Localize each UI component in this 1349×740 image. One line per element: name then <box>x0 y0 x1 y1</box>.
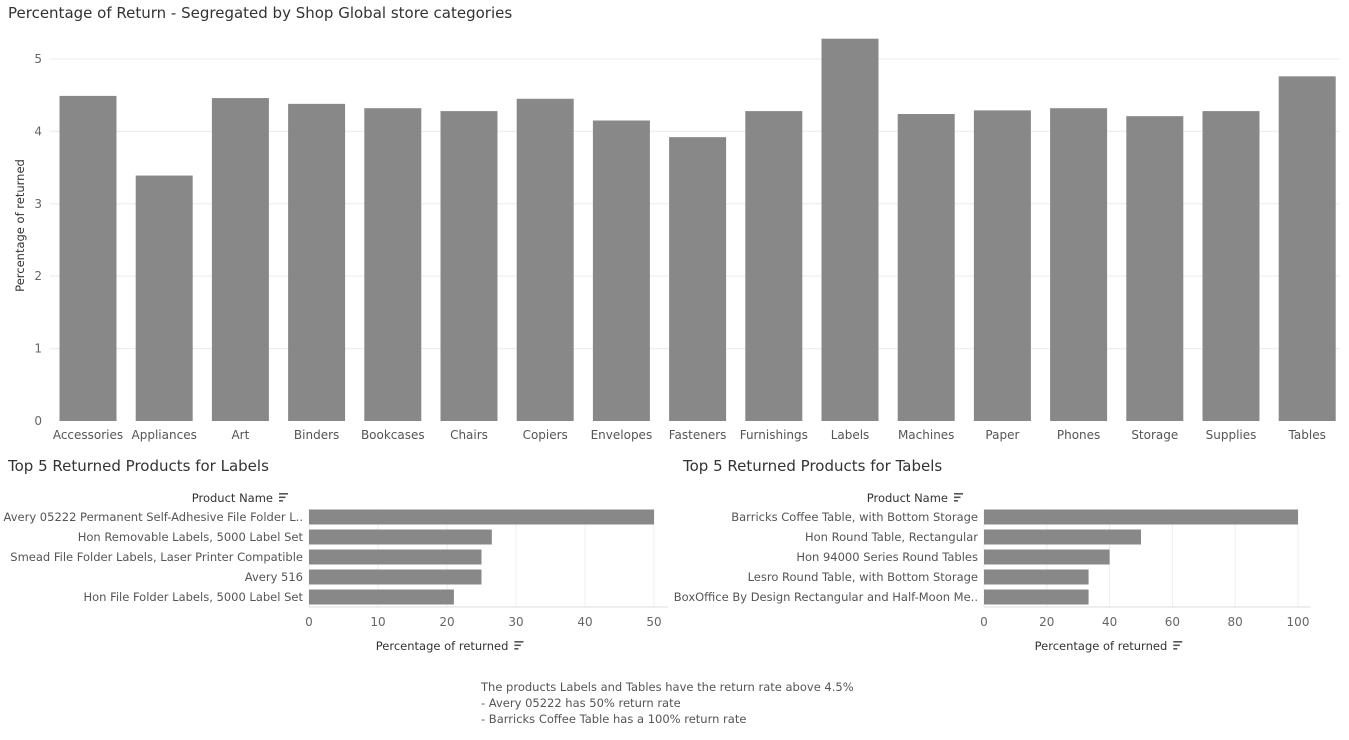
bar[interactable] <box>309 509 654 525</box>
bar[interactable] <box>592 120 650 421</box>
bar[interactable] <box>440 111 498 421</box>
x-tick-label: Tables <box>1288 428 1326 442</box>
x-tick-label: Labels <box>831 428 870 442</box>
x-tick-label: Envelopes <box>591 428 653 442</box>
x-tick-label: 60 <box>1165 615 1180 629</box>
bar[interactable] <box>1126 116 1184 421</box>
x-tick-label: Phones <box>1057 428 1100 442</box>
axis-header-product-name: Product Name <box>867 491 948 505</box>
bar[interactable] <box>516 98 574 421</box>
summary-note-line: The products Labels and Tables have the … <box>481 680 854 694</box>
x-tick-label: Paper <box>985 428 1019 442</box>
x-tick-label: Binders <box>294 428 339 442</box>
x-tick-label: Chairs <box>450 428 488 442</box>
bar[interactable] <box>669 137 727 421</box>
bar[interactable] <box>745 111 803 421</box>
x-tick-label: 20 <box>1039 615 1054 629</box>
y-tick-label: Barricks Coffee Table, with Bottom Stora… <box>731 510 978 524</box>
x-tick-label: 10 <box>370 615 385 629</box>
labels-top5-bar-chart: 0 10 20 30 40 50 Avery 05222 Permanent Self-Ad… <box>4 491 668 653</box>
y-axis-label: Percentage of returned <box>13 159 27 292</box>
x-tick-label: Appliances <box>132 428 197 442</box>
bar[interactable] <box>984 549 1110 565</box>
y-tick-label: Hon Removable Labels, 5000 Label Set <box>78 530 304 544</box>
summary-note-line: - Barricks Coffee Table has a 100% retur… <box>481 712 747 726</box>
x-tick-label: 0 <box>305 615 313 629</box>
y-tick-label: 0 <box>34 414 42 428</box>
bar[interactable] <box>973 110 1031 421</box>
sort-icon[interactable] <box>514 641 524 650</box>
main-chart-title: Percentage of Return - Segregated by Sho… <box>8 4 513 22</box>
bar[interactable] <box>984 569 1089 585</box>
sort-icon[interactable] <box>279 493 288 502</box>
bar[interactable] <box>309 529 492 545</box>
bar[interactable] <box>135 175 193 421</box>
x-tick-label: Copiers <box>523 428 568 442</box>
y-tick-label: 2 <box>34 269 42 283</box>
axis-header-product-name: Product Name <box>192 491 273 505</box>
bar[interactable] <box>897 113 955 422</box>
y-tick-label: 3 <box>34 197 42 211</box>
x-axis-label: Percentage of returned <box>376 639 509 653</box>
x-tick-label: Fasteners <box>669 428 727 442</box>
y-tick-label: Avery 516 <box>245 570 303 584</box>
bar[interactable] <box>309 569 482 585</box>
x-tick-label: Accessories <box>53 428 123 442</box>
y-tick-label: 4 <box>34 124 42 138</box>
bar[interactable] <box>1050 108 1108 421</box>
tables-chart-title: Top 5 Returned Products for Tabels <box>683 457 943 475</box>
sort-icon[interactable] <box>1173 641 1183 650</box>
bar[interactable] <box>211 98 269 422</box>
y-tick-label: 5 <box>34 52 42 66</box>
x-tick-label: Machines <box>898 428 954 442</box>
x-tick-label: 0 <box>980 615 988 629</box>
bar[interactable] <box>984 589 1089 605</box>
bar[interactable] <box>364 108 422 421</box>
y-tick-label: Hon Round Table, Rectangular <box>805 530 978 544</box>
labels-chart-title: Top 5 Returned Products for Labels <box>8 457 269 475</box>
category-return-bar-chart: 0 1 2 3 4 5 Accessories Appliances Art Binders Boo… <box>13 38 1340 442</box>
summary-note-line: - Avery 05222 has 50% return rate <box>481 696 681 710</box>
x-tick-label: Supplies <box>1206 428 1257 442</box>
bar[interactable] <box>821 38 879 421</box>
bar[interactable] <box>984 529 1141 545</box>
bar[interactable] <box>59 95 117 421</box>
bar[interactable] <box>288 103 346 421</box>
x-tick-label: Bookcases <box>361 428 425 442</box>
bar[interactable] <box>309 549 482 565</box>
x-tick-label: 50 <box>646 615 661 629</box>
x-tick-label: 80 <box>1228 615 1243 629</box>
bar[interactable] <box>1202 111 1260 421</box>
x-tick-label: 40 <box>577 615 592 629</box>
sort-icon[interactable] <box>954 493 963 502</box>
y-tick-label: Lesro Round Table, with Bottom Storage <box>748 570 978 584</box>
x-tick-label: 20 <box>439 615 454 629</box>
tables-top5-bar-chart: 0 20 40 60 80 100 Barricks Coffee Table, with … <box>674 491 1311 653</box>
x-tick-label: 30 <box>508 615 523 629</box>
y-tick-label: 1 <box>34 342 42 356</box>
y-tick-label: Hon File Folder Labels, 5000 Label Set <box>83 590 303 604</box>
summary-note: The products Labels and Tables have the … <box>481 679 854 727</box>
bar[interactable] <box>1278 76 1336 421</box>
y-tick-label: Hon 94000 Series Round Tables <box>796 550 978 564</box>
x-axis-label: Percentage of returned <box>1035 639 1168 653</box>
y-tick-label: BoxOffice By Design Rectangular and Half… <box>674 590 978 604</box>
bar[interactable] <box>309 589 454 605</box>
y-tick-label: Smead File Folder Labels, Laser Printer … <box>10 550 303 564</box>
x-tick-label: 40 <box>1102 615 1117 629</box>
x-tick-label: Furnishings <box>740 428 808 442</box>
bar[interactable] <box>984 509 1298 525</box>
x-tick-label: Art <box>231 428 249 442</box>
y-tick-label: Avery 05222 Permanent Self-Adhesive File… <box>4 510 303 524</box>
x-tick-label: Storage <box>1131 428 1178 442</box>
x-tick-label: 100 <box>1287 615 1310 629</box>
